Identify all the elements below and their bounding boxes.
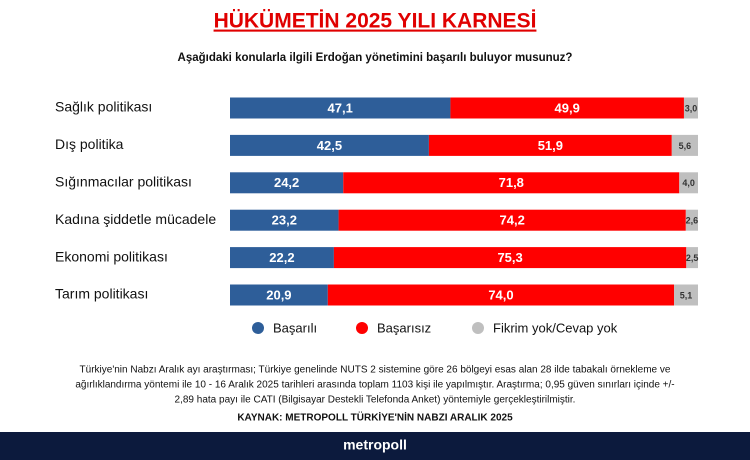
category-label: Kadına şiddetle mücadele (55, 211, 216, 227)
bar-segment (230, 247, 334, 269)
category-label: Sağlık politikası (55, 99, 152, 115)
bar-segment (230, 284, 328, 306)
bar-segment (230, 97, 451, 119)
category-label: Tarım politikası (55, 286, 148, 302)
data-label: 20,9 (266, 287, 291, 302)
bar-segment (679, 172, 698, 194)
category-label: Dış politika (55, 136, 124, 152)
legend-label: Fikrim yok/Cevap yok (493, 320, 618, 335)
bar-segment (450, 97, 684, 119)
bar-segment (333, 247, 687, 269)
data-label: 74,0 (488, 287, 513, 302)
legend-marker (472, 322, 484, 334)
footer-band (0, 432, 750, 460)
data-label: 5,6 (679, 141, 692, 151)
bar-segment (338, 209, 686, 231)
footnote: Türkiye'nin Nabzı Aralık ayı araştırması… (80, 365, 671, 376)
data-label: 49,9 (555, 100, 580, 115)
legend-label: Başarısız (377, 320, 431, 335)
brand: metropoll (343, 437, 407, 453)
footnote: 2,89 hata payı ile CATI (Bilgisayar Dest… (175, 395, 576, 406)
data-label: 5,1 (680, 290, 693, 300)
bar-segment (685, 209, 698, 231)
data-label: 3,0 (685, 103, 698, 113)
bar-segment (327, 284, 675, 306)
data-label: 2,6 (686, 216, 699, 226)
data-label: 22,2 (269, 250, 294, 265)
data-label: 24,2 (274, 175, 299, 190)
data-label: 71,8 (499, 175, 524, 190)
legend-label: Başarılı (273, 320, 317, 335)
data-label: 47,1 (328, 100, 353, 115)
chart-subtitle: Aşağıdaki konularla ilgili Erdoğan yönet… (178, 52, 573, 64)
data-label: 4,0 (682, 178, 695, 188)
data-label: 74,2 (500, 213, 525, 228)
data-label: 42,5 (317, 138, 342, 153)
bar-segment (428, 134, 672, 156)
source: KAYNAK: METROPOLL TÜRKİYE'NİN NABZI ARAL… (237, 411, 513, 424)
bar-segment (230, 172, 344, 194)
bar-segment (674, 284, 698, 306)
bar-segment (683, 97, 698, 119)
bar-segment (230, 209, 339, 231)
data-label: 51,9 (538, 138, 563, 153)
category-label: Ekonomi politikası (55, 248, 168, 264)
footnote: ağırlıklandırma yöntemi ile 10 - 16 Aral… (75, 380, 674, 391)
data-label: 2,5 (686, 253, 699, 263)
bar-segment (686, 247, 698, 269)
legend-marker (356, 322, 368, 334)
data-label: 75,3 (497, 250, 522, 265)
legend-marker (252, 322, 264, 334)
bar-segment (230, 134, 429, 156)
bar-segment (671, 134, 698, 156)
data-label: 23,2 (272, 213, 297, 228)
chart-title: HÜKÜMETİN 2025 YILI KARNESİ (214, 10, 537, 33)
category-label: Sığınmacılar politikası (55, 174, 192, 190)
bar-segment (343, 172, 680, 194)
